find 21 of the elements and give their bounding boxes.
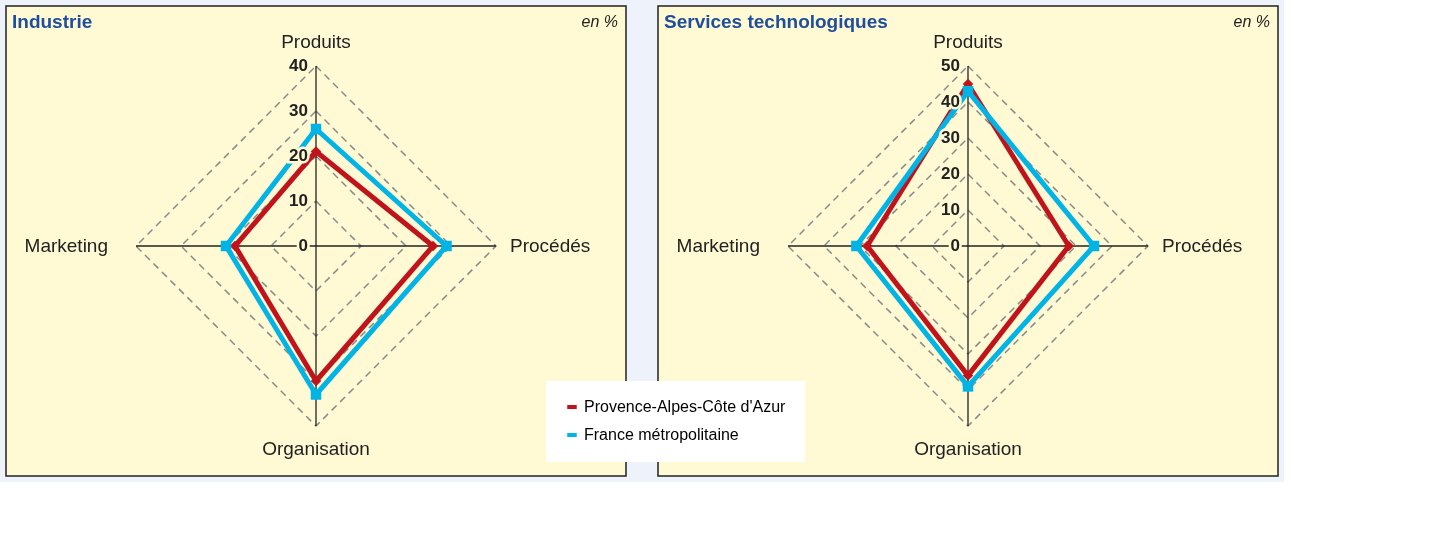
spoke-label: Marketing bbox=[676, 235, 760, 256]
y-tick-label: 40 bbox=[289, 56, 308, 75]
spoke-label: Produits bbox=[933, 31, 1003, 52]
text: en % bbox=[581, 13, 618, 30]
spoke-label: Procédés bbox=[1162, 235, 1243, 256]
spoke-label: Organisation bbox=[914, 438, 1022, 459]
y-tick-label: 20 bbox=[941, 164, 960, 183]
chart-title: Industrie bbox=[12, 11, 93, 32]
y-tick-label: 30 bbox=[289, 101, 308, 120]
chart-title: Services technologiques bbox=[664, 11, 888, 32]
legend-label: Provence-Alpes-Côte d'Azur bbox=[584, 398, 787, 415]
spoke-label: Produits bbox=[281, 31, 351, 52]
text: en % bbox=[1233, 13, 1270, 30]
spoke-label: Procédés bbox=[510, 235, 591, 256]
spoke-label: Organisation bbox=[262, 438, 370, 459]
legend-label: France métropolitaine bbox=[584, 426, 739, 443]
spoke-label: Marketing bbox=[24, 235, 108, 256]
y-tick-label: 30 bbox=[941, 128, 960, 147]
y-tick-label: 10 bbox=[941, 200, 960, 219]
y-tick-label: 50 bbox=[941, 56, 960, 75]
y-tick-label: 10 bbox=[289, 191, 308, 210]
